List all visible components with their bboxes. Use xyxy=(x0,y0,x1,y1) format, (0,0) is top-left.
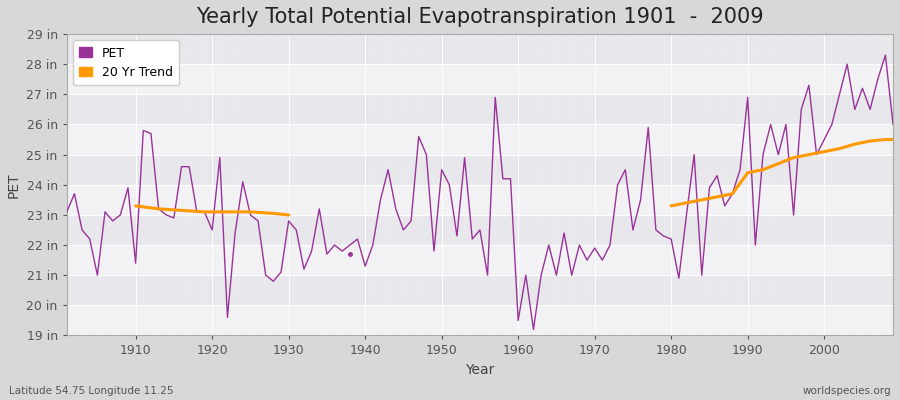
Bar xyxy=(67,64,893,94)
Bar xyxy=(67,34,893,64)
Text: Latitude 54.75 Longitude 11.25: Latitude 54.75 Longitude 11.25 xyxy=(9,386,174,396)
Legend: PET, 20 Yr Trend: PET, 20 Yr Trend xyxy=(73,40,179,85)
Bar xyxy=(67,245,893,275)
Y-axis label: PET: PET xyxy=(7,172,21,198)
Bar xyxy=(67,305,893,336)
Bar xyxy=(67,124,893,155)
Bar xyxy=(67,94,893,124)
Title: Yearly Total Potential Evapotranspiration 1901  -  2009: Yearly Total Potential Evapotranspiratio… xyxy=(196,7,764,27)
X-axis label: Year: Year xyxy=(465,363,495,377)
Bar xyxy=(67,185,893,215)
Bar xyxy=(67,155,893,185)
Bar xyxy=(67,215,893,245)
Bar xyxy=(67,275,893,305)
Text: worldspecies.org: worldspecies.org xyxy=(803,386,891,396)
